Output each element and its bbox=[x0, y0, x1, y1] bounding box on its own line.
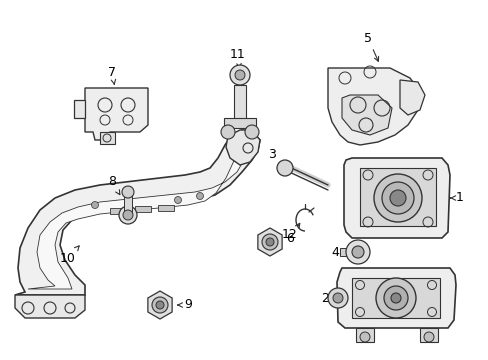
Circle shape bbox=[359, 332, 369, 342]
Circle shape bbox=[423, 332, 433, 342]
Bar bbox=[100, 132, 115, 144]
Text: 10: 10 bbox=[60, 246, 79, 265]
Polygon shape bbox=[15, 295, 85, 318]
Text: 2: 2 bbox=[321, 292, 334, 305]
Circle shape bbox=[152, 297, 168, 313]
Circle shape bbox=[156, 301, 163, 309]
Circle shape bbox=[276, 160, 292, 176]
Polygon shape bbox=[257, 228, 282, 256]
Circle shape bbox=[235, 70, 244, 80]
Text: 1: 1 bbox=[449, 192, 463, 204]
Circle shape bbox=[351, 246, 363, 258]
Circle shape bbox=[373, 174, 421, 222]
Bar bbox=[355, 328, 373, 342]
Text: 11: 11 bbox=[230, 49, 245, 68]
Text: 4: 4 bbox=[330, 246, 344, 258]
Text: 6: 6 bbox=[285, 223, 299, 244]
Text: 9: 9 bbox=[178, 298, 192, 311]
Polygon shape bbox=[147, 291, 172, 319]
Bar bbox=[158, 205, 174, 211]
Bar bbox=[351, 278, 439, 318]
Text: 8: 8 bbox=[108, 175, 120, 195]
Circle shape bbox=[229, 65, 249, 85]
Bar bbox=[135, 206, 151, 212]
Circle shape bbox=[244, 125, 259, 139]
Polygon shape bbox=[15, 130, 260, 295]
Circle shape bbox=[174, 197, 181, 203]
Text: 3: 3 bbox=[267, 148, 285, 167]
Circle shape bbox=[383, 286, 407, 310]
Polygon shape bbox=[225, 130, 260, 165]
Circle shape bbox=[221, 125, 235, 139]
Polygon shape bbox=[399, 80, 424, 115]
Bar bbox=[359, 168, 435, 226]
Text: 12: 12 bbox=[260, 229, 297, 242]
Circle shape bbox=[123, 210, 133, 220]
Bar bbox=[110, 208, 126, 214]
Polygon shape bbox=[341, 95, 391, 135]
Text: 5: 5 bbox=[363, 31, 378, 61]
Circle shape bbox=[327, 288, 347, 308]
Circle shape bbox=[122, 186, 134, 198]
Circle shape bbox=[390, 293, 400, 303]
Circle shape bbox=[262, 234, 278, 250]
Text: 7: 7 bbox=[108, 66, 116, 84]
Polygon shape bbox=[74, 100, 85, 118]
Circle shape bbox=[381, 182, 413, 214]
Bar bbox=[234, 85, 245, 120]
Polygon shape bbox=[336, 268, 455, 328]
Bar bbox=[124, 195, 132, 215]
Circle shape bbox=[265, 238, 273, 246]
Circle shape bbox=[389, 190, 405, 206]
Polygon shape bbox=[28, 142, 249, 289]
Bar bbox=[419, 328, 437, 342]
Circle shape bbox=[346, 240, 369, 264]
Circle shape bbox=[375, 278, 415, 318]
Circle shape bbox=[119, 206, 137, 224]
Polygon shape bbox=[85, 88, 148, 140]
Polygon shape bbox=[327, 68, 419, 145]
Bar bbox=[224, 118, 256, 128]
Polygon shape bbox=[343, 158, 449, 238]
Bar bbox=[339, 248, 357, 256]
Circle shape bbox=[332, 293, 342, 303]
Circle shape bbox=[91, 202, 98, 208]
Circle shape bbox=[196, 193, 203, 199]
